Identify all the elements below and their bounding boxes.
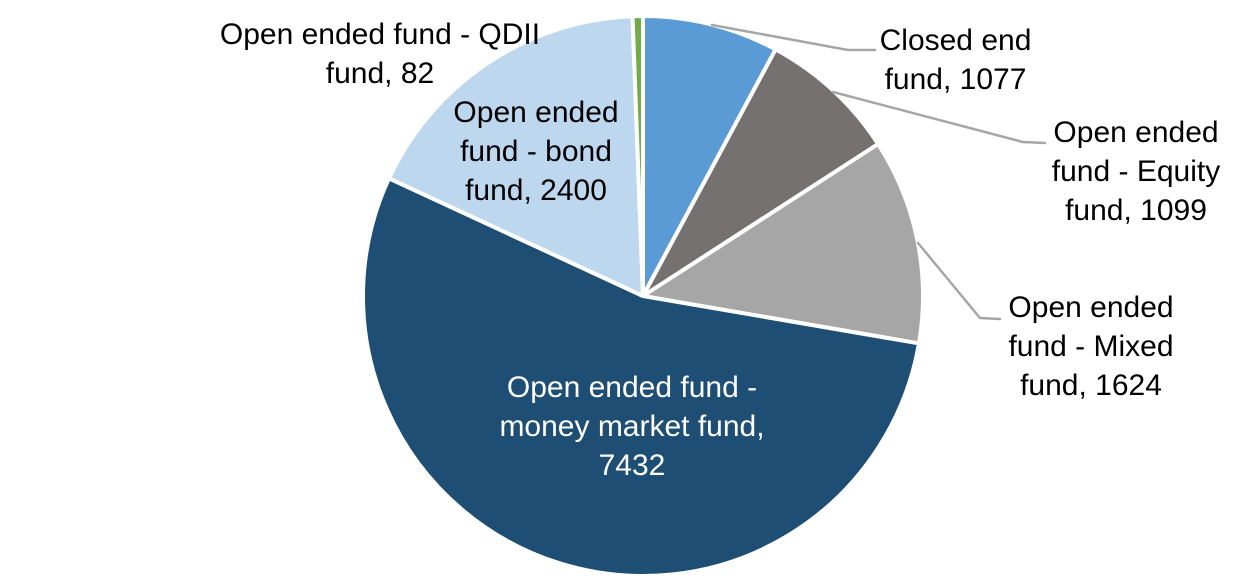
pie-label-closed-end-fund: Closed end fund, 1077	[879, 24, 1032, 96]
pie-slice-open-ended-fund-equity-fund	[641, 47, 881, 298]
leader-line-closed-end-fund	[710, 23, 877, 52]
pie-slices-group	[361, 14, 925, 578]
leader-line-mixed-fund	[916, 241, 1002, 321]
leader-line-equity-fund	[831, 90, 1047, 145]
pie-slice-open-ended-fund-qdii-fund	[630, 14, 645, 298]
pie-label-qdii-fund: Open ended fund - QDII fund, 82	[219, 18, 541, 90]
pie-label-equity-fund: Open ended fund - Equity fund, 1099	[1051, 116, 1221, 227]
pie-slice-open-ended-fund-mixed-fund	[641, 141, 925, 346]
pie-label-mixed-fund: Open ended fund - Mixed fund, 1624	[1008, 291, 1174, 402]
pie-slice-open-ended-fund-bond-fund	[386, 14, 645, 298]
pie-slice-open-ended-fund-money-market-fund	[361, 176, 921, 578]
pie-label-money-market-fund: Open ended fund - money market fund, 743…	[499, 371, 765, 482]
pie-label-bond-fund: Open ended fund - bond fund, 2400	[453, 96, 619, 207]
leader-lines-group	[710, 23, 1047, 321]
